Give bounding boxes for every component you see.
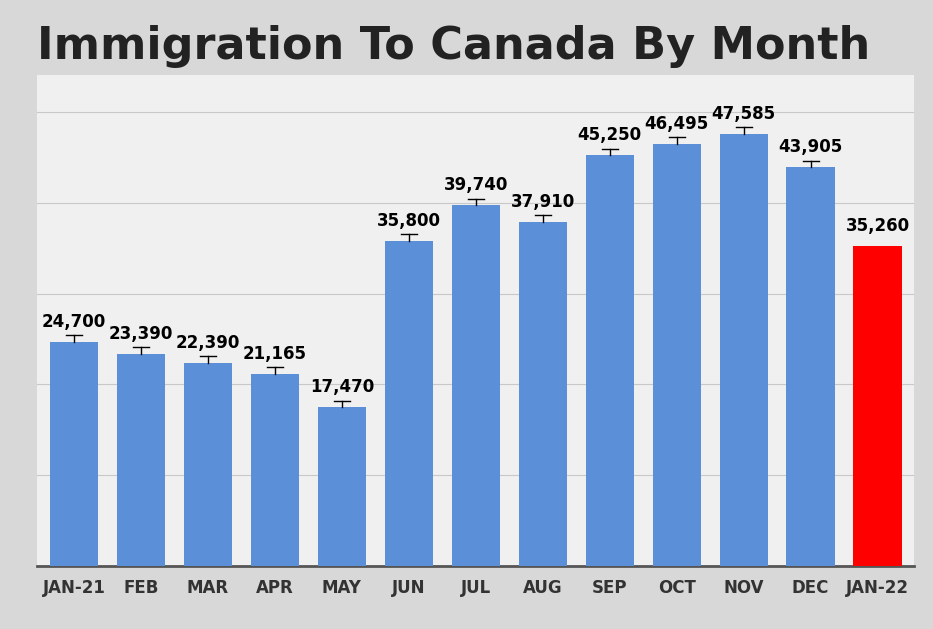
Bar [452,205,500,566]
Text: 47,585: 47,585 [712,105,775,123]
Text: 46,495: 46,495 [645,114,709,133]
Bar [384,241,433,566]
Bar [251,374,299,566]
Text: 37,910: 37,910 [510,192,575,211]
Text: 17,470: 17,470 [310,379,374,396]
Bar [117,353,165,566]
Text: 24,700: 24,700 [42,313,106,331]
Bar [318,408,366,566]
Bar [519,221,567,566]
Text: 35,800: 35,800 [377,212,441,230]
Bar [184,363,232,566]
Text: 23,390: 23,390 [109,325,174,343]
Bar [719,134,768,566]
Text: 43,905: 43,905 [778,138,842,156]
Text: 35,260: 35,260 [845,217,910,235]
Text: 45,250: 45,250 [578,126,642,144]
Text: Immigration To Canada By Month: Immigration To Canada By Month [37,25,870,68]
Bar [652,143,701,566]
Bar [854,246,901,566]
Bar [787,167,835,566]
Bar [586,155,634,566]
Text: 22,390: 22,390 [175,334,240,352]
Bar [50,342,98,566]
Text: 39,740: 39,740 [444,176,508,194]
Text: 21,165: 21,165 [243,345,307,363]
